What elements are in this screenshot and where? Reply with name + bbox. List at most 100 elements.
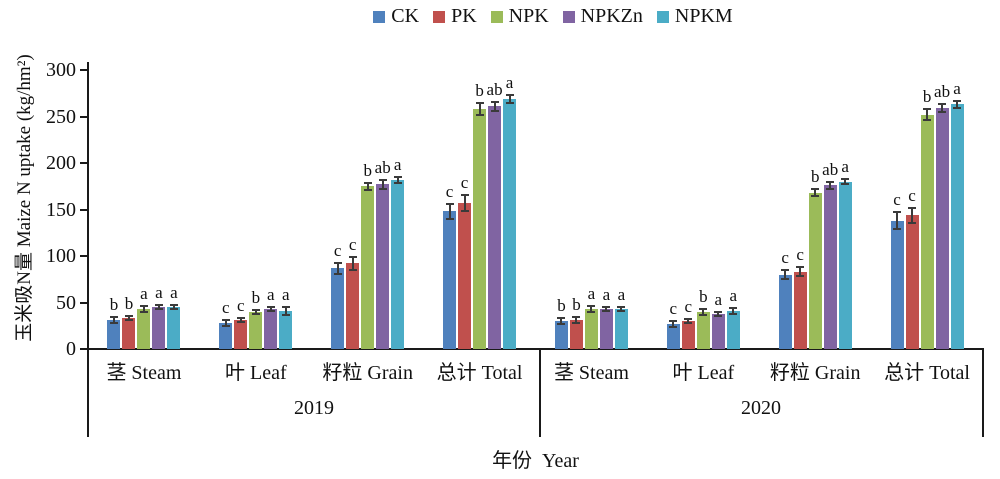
category-label-2020-3: 总计 Total xyxy=(884,362,970,384)
error-bar xyxy=(702,309,705,315)
bar-pk-4 xyxy=(569,320,583,349)
error-bar xyxy=(672,321,675,327)
bar-npkm-6 xyxy=(838,181,852,349)
significance-letter: c xyxy=(684,297,693,317)
error-bar-cap xyxy=(841,183,850,186)
significance-letter: c xyxy=(796,245,804,265)
error-bar-cap xyxy=(572,316,581,319)
error-bar xyxy=(956,100,959,109)
bar-pk-3 xyxy=(458,202,472,349)
error-bar-cap xyxy=(669,325,678,328)
error-bar-cap xyxy=(938,110,947,113)
error-bar-cap xyxy=(460,193,469,196)
error-bar xyxy=(732,308,735,314)
error-bar-cap xyxy=(893,228,902,231)
legend-item-npkzn: NPKZn xyxy=(562,5,643,28)
legend-swatch-icon xyxy=(656,10,669,23)
error-bar-cap xyxy=(923,108,932,111)
y-tick-label: 50 xyxy=(56,291,76,314)
significance-letter: c xyxy=(445,181,454,201)
error-bar-cap xyxy=(378,178,387,181)
bar-pk-1 xyxy=(234,320,248,349)
significance-letter: a xyxy=(170,283,178,303)
bar-npkzn-7 xyxy=(935,108,949,349)
y-tick-label: 250 xyxy=(46,105,76,128)
error-bar-cap xyxy=(281,306,290,309)
bar-npkm-7 xyxy=(950,104,964,349)
error-bar xyxy=(142,306,145,312)
category-label-2019-2: 籽粒 Grain xyxy=(322,362,413,384)
y-tick-mark xyxy=(80,69,88,71)
error-bar-cap xyxy=(826,188,835,191)
error-bar-cap xyxy=(908,221,917,224)
error-bar xyxy=(351,256,354,270)
significance-letter: a xyxy=(505,73,514,93)
error-bar-cap xyxy=(729,312,738,315)
error-bar xyxy=(284,307,287,315)
significance-letter: a xyxy=(953,78,961,98)
error-bar xyxy=(448,203,451,219)
error-bar-cap xyxy=(475,113,484,116)
error-bar-cap xyxy=(557,322,566,325)
significance-letter: b xyxy=(572,295,581,315)
legend-label: PK xyxy=(451,5,477,27)
bar-pk-0 xyxy=(122,318,136,349)
error-bar-cap xyxy=(893,211,902,214)
bar-npk-6 xyxy=(808,192,822,349)
legend-label: NPKM xyxy=(674,5,733,27)
bar-npkm-1 xyxy=(279,310,293,349)
significance-letter: b xyxy=(810,167,820,187)
error-bar xyxy=(127,316,130,321)
error-bar-cap xyxy=(953,99,962,102)
bar-pk-2 xyxy=(346,263,360,349)
error-bar-cap xyxy=(602,306,611,309)
y-tick-label: 150 xyxy=(46,198,76,221)
error-bar xyxy=(336,262,339,274)
error-bar-cap xyxy=(781,268,790,271)
error-bar-cap xyxy=(714,314,723,317)
error-bar-cap xyxy=(475,102,484,105)
error-bar-cap xyxy=(572,321,581,324)
year-label-2020: 2020 xyxy=(741,397,781,419)
legend-item-pk: PK xyxy=(433,5,477,28)
bar-npkm-3 xyxy=(503,98,517,349)
y-tick-mark xyxy=(80,255,88,257)
error-bar-cap xyxy=(333,261,342,264)
error-bar xyxy=(926,109,929,121)
bar-npk-3 xyxy=(473,109,487,349)
bar-npk-0 xyxy=(137,309,151,349)
error-bar-cap xyxy=(811,188,820,191)
error-bar xyxy=(239,318,242,323)
legend-swatch-icon xyxy=(373,10,386,23)
error-bar-cap xyxy=(923,119,932,122)
category-label-2019-1: 叶 Leaf xyxy=(224,362,287,384)
error-bar-cap xyxy=(109,316,118,319)
y-axis-line xyxy=(87,62,89,349)
error-bar-cap xyxy=(669,320,678,323)
error-bar-cap xyxy=(154,308,163,310)
significance-letter: b xyxy=(922,87,932,107)
error-bar-cap xyxy=(154,304,163,307)
error-bar-cap xyxy=(445,202,454,205)
error-bar-cap xyxy=(109,321,118,324)
bar-npk-5 xyxy=(696,311,710,349)
error-bar-cap xyxy=(445,217,454,220)
year-label-2019: 2019 xyxy=(294,397,334,419)
x-axis-line xyxy=(87,348,984,350)
significance-letter: ab xyxy=(934,82,951,102)
error-bar xyxy=(508,95,511,103)
significance-letter: b xyxy=(475,81,484,101)
bar-npk-1 xyxy=(249,311,263,349)
error-bar-cap xyxy=(841,177,850,180)
significance-letter: a xyxy=(602,285,611,305)
error-bar xyxy=(784,269,787,280)
error-bar-cap xyxy=(124,319,133,322)
error-bar xyxy=(799,267,802,277)
y-tick-label: 100 xyxy=(46,245,76,267)
error-bar-cap xyxy=(236,321,245,324)
error-bar-cap xyxy=(729,307,738,310)
significance-letter: a xyxy=(155,283,163,303)
error-bar xyxy=(620,307,623,311)
error-bar-cap xyxy=(251,312,260,315)
